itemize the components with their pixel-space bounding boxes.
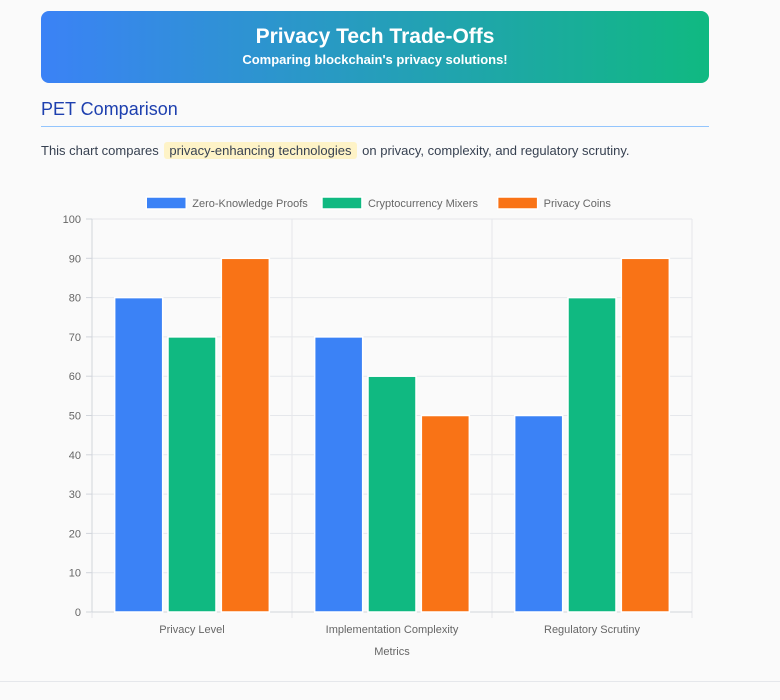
y-tick-label: 60 — [69, 371, 81, 383]
bar — [620, 257, 671, 613]
legend-label: Privacy Coins — [544, 198, 612, 210]
y-tick-label: 40 — [69, 450, 81, 462]
intro-text: This chart compares privacy-enhancing te… — [41, 141, 741, 161]
x-tick-label: Implementation Complexity — [326, 624, 459, 636]
bar — [567, 296, 617, 613]
y-tick-label: 10 — [69, 568, 81, 580]
x-axis-title: Metrics — [374, 646, 410, 658]
y-tick-label: 0 — [75, 607, 81, 619]
intro-text-before: This chart compares — [41, 143, 159, 158]
y-tick-label: 20 — [69, 528, 81, 540]
bar — [313, 336, 364, 613]
y-tick-label: 100 — [63, 214, 81, 226]
legend-label: Cryptocurrency Mixers — [368, 198, 479, 210]
footer-divider — [0, 681, 780, 682]
legend-swatch — [321, 196, 363, 210]
bar — [113, 296, 164, 613]
bar — [420, 414, 471, 613]
legend-swatch — [145, 196, 187, 210]
section-divider — [41, 126, 709, 127]
bar — [367, 375, 417, 613]
x-tick-label: Privacy Level — [159, 624, 224, 636]
section-title: PET Comparison — [41, 99, 178, 119]
page-subtitle: Comparing blockchain's privacy solutions… — [242, 52, 508, 67]
intro-highlight: privacy-enhancing technologies — [164, 142, 357, 159]
legend-swatch — [496, 196, 539, 210]
header-banner: Privacy Tech Trade-Offs Comparing blockc… — [41, 11, 709, 83]
y-tick-label: 80 — [69, 293, 81, 305]
x-tick-label: Regulatory Scrutiny — [544, 624, 640, 636]
y-tick-label: 70 — [69, 332, 81, 344]
bar — [167, 336, 217, 613]
bar-chart: 0 10 20 30 40 50 60 70 80 90 100 Privacy Level Imple… — [63, 196, 693, 658]
page-title: Privacy Tech Trade-Offs — [255, 25, 495, 48]
y-tick-label: 50 — [69, 411, 81, 423]
y-tick-label: 30 — [69, 489, 81, 501]
intro-text-after: on privacy, complexity, and regulatory s… — [362, 143, 630, 158]
bar — [220, 257, 271, 613]
bar — [513, 414, 564, 613]
legend-label: Zero-Knowledge Proofs — [192, 198, 308, 210]
y-tick-label: 90 — [69, 253, 81, 265]
